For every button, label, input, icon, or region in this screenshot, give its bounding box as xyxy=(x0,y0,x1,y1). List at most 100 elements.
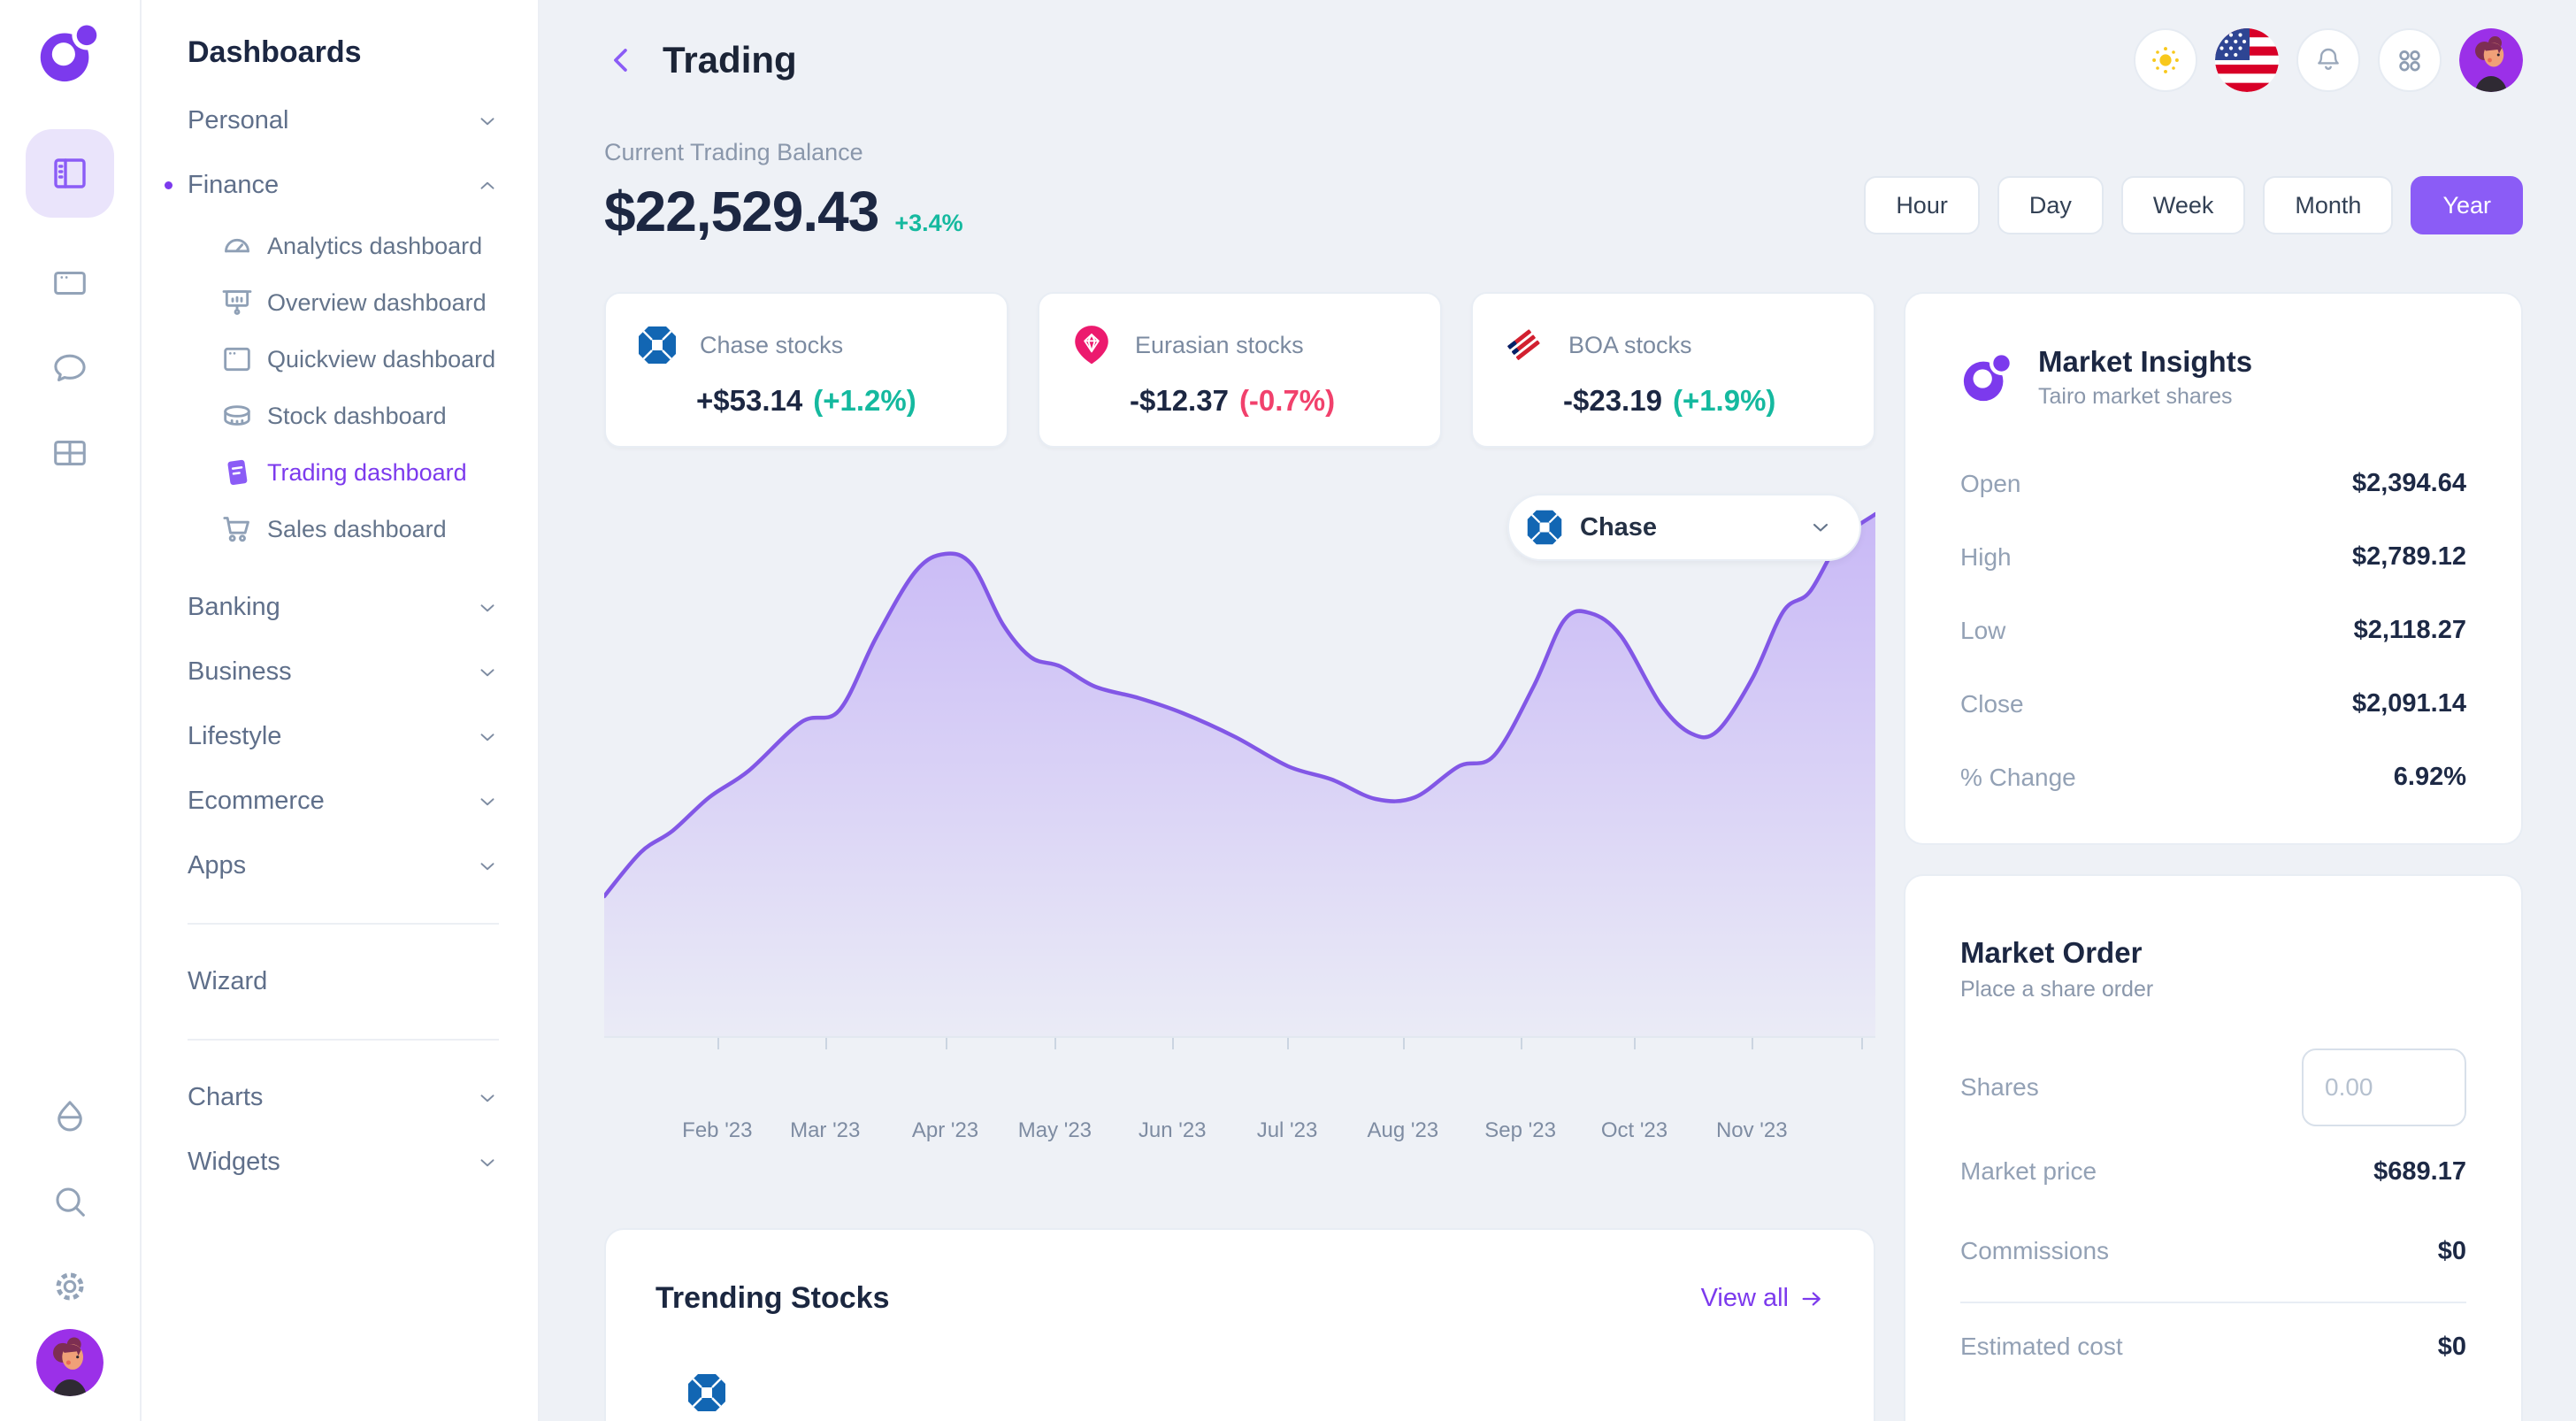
sidebar-panel-button[interactable] xyxy=(26,129,114,218)
sidebar-item-stock-dashboard[interactable]: Stock dashboard xyxy=(188,388,499,444)
stock-name: Chase stocks xyxy=(700,331,844,358)
user-avatar[interactable] xyxy=(2459,27,2523,92)
sidebar-item-lifestyle[interactable]: Lifestyle xyxy=(188,704,499,769)
chevron-down-icon xyxy=(476,855,499,878)
sidebar-item-trading-dashboard[interactable]: Trading dashboard xyxy=(188,444,499,501)
window-nav-button[interactable] xyxy=(27,241,112,326)
chevron-down-icon xyxy=(476,596,499,619)
shares-row: Shares xyxy=(1960,1047,2466,1128)
x-axis-label: May '23 xyxy=(1017,1118,1092,1142)
x-axis-tick xyxy=(1861,1038,1864,1049)
sidebar-item-business[interactable]: Business xyxy=(188,640,499,704)
sidebar-item-analytics-dashboard[interactable]: Analytics dashboard xyxy=(188,218,499,274)
range-selector: Hour Day Week Month Year xyxy=(1864,176,2523,234)
settings-nav-button[interactable] xyxy=(27,1244,112,1329)
topbar: Trading xyxy=(604,0,2523,119)
user-avatar[interactable] xyxy=(36,1329,104,1396)
chevron-down-icon xyxy=(476,790,499,813)
x-axis-tick xyxy=(1634,1038,1637,1049)
x-axis-label: Aug '23 xyxy=(1367,1118,1439,1142)
stock-name: Eurasian stocks xyxy=(1135,331,1304,358)
stock-card-boa[interactable]: BOA stocks -$23.19 (+1.9%) xyxy=(1471,292,1875,448)
bell-icon xyxy=(2318,48,2339,70)
sidebar-item-ecommerce[interactable]: Ecommerce xyxy=(188,769,499,833)
sidebar-item-overview-dashboard[interactable]: Overview dashboard xyxy=(188,274,499,331)
insights-title: Market Insights xyxy=(2038,345,2253,378)
stock-select-dropdown[interactable]: Chase xyxy=(1507,494,1861,561)
sidebar-item-apps[interactable]: Apps xyxy=(188,833,499,898)
insights-row-high: High $2,789.12 xyxy=(1960,542,2466,571)
search-nav-button[interactable] xyxy=(27,1159,112,1244)
sidebar-panel-icon xyxy=(54,158,86,188)
x-axis-tick xyxy=(1172,1038,1175,1049)
chevron-down-icon xyxy=(476,1087,499,1110)
sidebar-title: Dashboards xyxy=(188,35,362,69)
order-subtitle: Place a share order xyxy=(1960,977,2154,1002)
table-nav-button[interactable] xyxy=(27,411,112,495)
x-axis-tick xyxy=(1402,1038,1405,1049)
tairo-logo-icon xyxy=(1963,350,2014,401)
gauge-icon xyxy=(219,228,255,264)
insights-row-low: Low $2,118.27 xyxy=(1960,616,2466,644)
sidebar-item-quickview-dashboard[interactable]: Quickview dashboard xyxy=(188,331,499,388)
range-month-button[interactable]: Month xyxy=(2263,176,2394,234)
file-text-icon xyxy=(219,455,255,490)
sidebar-item-finance[interactable]: Finance xyxy=(165,153,499,218)
shares-input[interactable] xyxy=(2302,1048,2466,1126)
chevron-down-icon xyxy=(476,1151,499,1174)
balance-change: +3.4% xyxy=(894,210,963,236)
range-week-button[interactable]: Week xyxy=(2120,176,2246,234)
balance-block: Current Trading Balance $22,529.43 +3.4% xyxy=(604,139,963,244)
insights-row-open: Open $2,394.64 xyxy=(1960,469,2466,497)
insights-subtitle: Tairo market shares xyxy=(2038,384,2233,409)
sidebar-item-sales-dashboard[interactable]: Sales dashboard xyxy=(188,501,499,557)
sidebar-item-widgets[interactable]: Widgets xyxy=(188,1130,499,1194)
notifications-button[interactable] xyxy=(2296,27,2360,92)
balance-value: $22,529.43 xyxy=(604,180,879,243)
stock-value: -$23.19 xyxy=(1563,384,1662,417)
eurasian-pin-icon xyxy=(1075,326,1108,365)
database-icon xyxy=(219,398,255,434)
active-dot xyxy=(165,181,172,189)
x-axis-label: Feb '23 xyxy=(682,1118,753,1142)
tairo-logo-icon xyxy=(40,20,102,82)
order-title: Market Order xyxy=(1960,936,2143,969)
range-year-button[interactable]: Year xyxy=(2411,176,2523,234)
search-icon xyxy=(56,1187,85,1217)
x-axis-tick xyxy=(945,1038,947,1049)
stock-change: (+1.9%) xyxy=(1672,384,1776,417)
x-axis-tick xyxy=(1287,1038,1290,1049)
sidebar-item-charts[interactable]: Charts xyxy=(188,1065,499,1130)
theme-toggle-button[interactable] xyxy=(2134,27,2197,92)
range-hour-button[interactable]: Hour xyxy=(1864,176,1980,234)
gear-icon xyxy=(56,1272,84,1301)
boa-flag-icon xyxy=(1507,329,1540,360)
avatar-illustration xyxy=(2459,27,2523,92)
sidebar-item-wizard[interactable]: Wizard xyxy=(188,967,268,995)
avatar-illustration xyxy=(36,1329,104,1396)
apps-menu-button[interactable] xyxy=(2378,27,2442,92)
chevron-down-icon xyxy=(476,110,499,133)
back-button[interactable] xyxy=(601,39,643,81)
sidebar-item-personal[interactable]: Personal xyxy=(188,88,499,153)
x-axis-label: Jun '23 xyxy=(1138,1118,1207,1142)
trending-stocks-card: Trending Stocks View all xyxy=(604,1228,1875,1421)
language-button[interactable] xyxy=(2215,27,2279,92)
stock-card-chase[interactable]: Chase stocks +$53.14 (+1.2%) xyxy=(604,292,1008,448)
droplet-nav-button[interactable] xyxy=(27,1074,112,1159)
stock-value: +$53.14 xyxy=(696,384,803,417)
chat-icon xyxy=(54,354,86,381)
x-axis-tick xyxy=(1752,1038,1754,1049)
table-icon xyxy=(54,441,86,465)
arrow-right-icon xyxy=(1802,1291,1821,1306)
stock-change: (+1.2%) xyxy=(813,384,916,417)
range-day-button[interactable]: Day xyxy=(1997,176,2104,234)
view-all-link[interactable]: View all xyxy=(1701,1284,1824,1313)
sidebar-item-banking[interactable]: Banking xyxy=(188,575,499,640)
chat-nav-button[interactable] xyxy=(27,326,112,411)
market-insights-card: Market Insights Tairo market shares Open… xyxy=(1904,292,2523,845)
stock-card-eurasian[interactable]: Eurasian stocks -$12.37 (-0.7%) xyxy=(1038,292,1442,448)
tairo-logo[interactable] xyxy=(33,16,107,90)
balance-label: Current Trading Balance xyxy=(604,139,863,165)
chart-line xyxy=(604,511,1875,899)
